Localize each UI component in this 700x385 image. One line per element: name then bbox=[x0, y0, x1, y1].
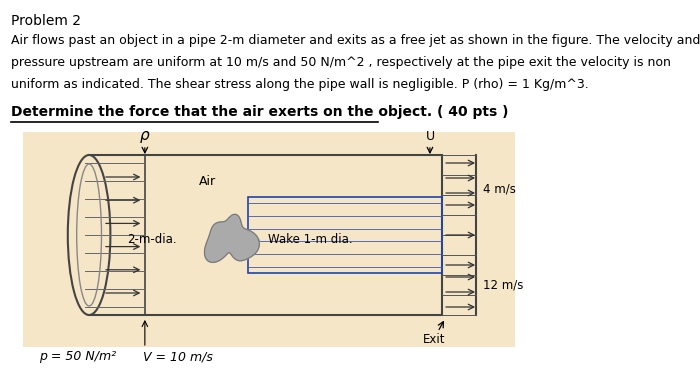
Text: Exit: Exit bbox=[423, 333, 445, 346]
Text: V = 10 m/s: V = 10 m/s bbox=[144, 350, 214, 363]
Text: 4 m/s: 4 m/s bbox=[482, 182, 515, 196]
Bar bbox=[89, 155, 442, 315]
Text: U: U bbox=[426, 130, 435, 143]
Text: Determine the force that the air exerts on the object. ( 40 pts ): Determine the force that the air exerts … bbox=[10, 105, 508, 119]
Text: Air: Air bbox=[199, 175, 216, 188]
Text: Air flows past an object in a pipe 2-m diameter and exits as a free jet as shown: Air flows past an object in a pipe 2-m d… bbox=[10, 34, 700, 47]
Text: pressure upstream are uniform at 10 m/s and 50 N/m^2 , respectively at the pipe : pressure upstream are uniform at 10 m/s … bbox=[10, 56, 671, 69]
Text: 12 m/s: 12 m/s bbox=[482, 278, 523, 291]
Text: uniform as indicated. The shear stress along the pipe wall is negligible. P (rho: uniform as indicated. The shear stress a… bbox=[10, 78, 589, 91]
Text: p = 50 N/m²: p = 50 N/m² bbox=[38, 350, 116, 363]
Text: 2-m-dia.: 2-m-dia. bbox=[127, 233, 176, 246]
Text: Wake 1-m dia.: Wake 1-m dia. bbox=[267, 233, 352, 246]
Bar bbox=[23, 132, 515, 347]
Text: Problem 2: Problem 2 bbox=[10, 14, 80, 28]
Ellipse shape bbox=[68, 155, 111, 315]
Polygon shape bbox=[204, 214, 260, 263]
Text: ρ: ρ bbox=[140, 128, 150, 143]
Bar bbox=[248, 197, 442, 273]
